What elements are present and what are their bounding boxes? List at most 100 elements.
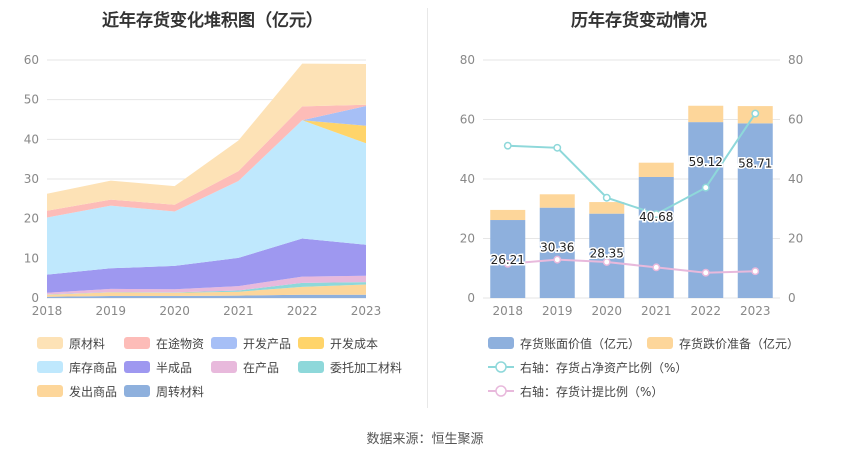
bar-impairment [539,194,575,208]
bar-impairment [638,162,674,177]
data-source-note: 数据来源：恒生聚源 [366,432,484,447]
left-y-tick-label: 50 [24,93,39,107]
right-legend-swatch [647,337,673,349]
right-x-tick-label: 2019 [542,304,573,318]
bar-impairment [688,105,724,123]
left-legend-swatch [124,337,150,349]
line-inventory-to-net-assets [507,112,757,216]
right-y2-tick-label: 40 [788,172,803,186]
bar-value-label: 59.12 [689,155,723,169]
right-y-tick-label: 80 [460,53,475,67]
left-legend-swatch [37,385,63,397]
left-legend-swatch [298,361,324,373]
left-legend-label: 在产品 [243,361,279,375]
area-series-发出商品 [47,284,366,297]
point-inventory-to-net-assets [652,210,661,219]
left-chart-title: 近年存货变化堆积图（亿元） [102,11,323,31]
left-y-tick-label: 10 [24,251,39,265]
left-legend-swatch [211,361,237,373]
left-y-tick-label: 60 [24,53,39,67]
area-series-开发成本 [47,120,366,218]
right-x-tick-label: 2018 [492,304,523,318]
bar-book-value [638,176,674,298]
left-x-tick-label: 2020 [159,304,190,318]
right-x-tick-label: 2022 [690,304,721,318]
right-y2-tick-label: 20 [788,232,803,246]
left-legend-label: 开发成本 [330,336,378,351]
left-y-tick-label: 20 [24,212,39,226]
point-inventory-to-net-assets [503,141,512,150]
left-y-tick-label: 30 [24,172,39,186]
right-legend-label: 存货账面价值（亿元） [520,336,640,351]
left-x-tick-label: 2021 [223,304,254,318]
bar-book-value [490,220,526,298]
left-legend-swatch [124,361,150,373]
line-provision-ratio [507,258,756,274]
point-inventory-to-net-assets [602,193,611,202]
left-legend-swatch [37,337,63,349]
left-legend-swatch [37,361,63,373]
point-inventory-to-net-assets [553,143,562,152]
right-y-tick-label: 40 [460,172,475,186]
right-legend-label: 右轴：存货计提比例（%） [520,384,663,399]
left-legend-label: 发出商品 [69,384,117,399]
left-legend-label: 委托加工材料 [330,361,402,375]
area-series-委托加工材料 [47,282,366,295]
point-provision-ratio [503,259,512,268]
right-legend-swatch [488,337,514,349]
bar-value-label: 28.35 [590,247,624,261]
right-y2-tick-label: 60 [788,113,803,127]
left-legend-swatch [298,337,324,349]
right-legend-label: 存货跌价准备（亿元） [679,336,799,351]
left-legend-label: 原材料 [69,337,105,351]
area-series-开发产品 [47,106,366,218]
panel-divider [427,8,428,408]
left-x-tick-label: 2023 [351,304,382,318]
area-series-原材料 [47,63,366,211]
point-provision-ratio [553,255,562,264]
area-series-在产品 [47,275,366,295]
left-x-tick-label: 2022 [287,304,318,318]
bar-value-label: 26.21 [491,253,525,267]
bar-value-label: 40.68 [639,210,673,224]
bar-impairment [589,202,625,214]
right-y-tick-label: 60 [460,113,475,127]
point-inventory-to-net-assets [751,109,760,118]
right-legend-marker [495,385,507,397]
left-legend-label: 库存商品 [69,360,117,375]
left-legend-swatch [211,337,237,349]
bar-value-label: 30.36 [540,241,574,255]
right-legend-label: 右轴：存货占净资产比例（%） [520,360,687,375]
right-chart-title: 历年存货变动情况 [571,11,707,31]
right-x-tick-label: 2021 [641,304,672,318]
area-series-半成品 [47,238,366,293]
right-y2-tick-label: 0 [788,291,796,305]
right-y-tick-label: 0 [467,291,475,305]
left-y-tick-label: 0 [31,291,39,305]
area-series-库存商品 [47,120,366,275]
point-provision-ratio [701,268,710,277]
left-legend-label: 半成品 [156,361,192,375]
bar-value-label: 58.71 [738,156,772,170]
point-provision-ratio [751,267,760,276]
point-provision-ratio [652,263,661,272]
bar-impairment [490,209,526,221]
area-series-周转材料 [47,294,366,298]
point-inventory-to-net-assets [701,183,710,192]
left-legend-swatch [124,385,150,397]
bar-book-value [688,122,724,298]
left-legend-label: 周转材料 [156,384,204,399]
right-legend-marker [495,361,507,373]
left-y-tick-label: 40 [24,132,39,146]
area-series-在途物资 [47,104,366,218]
left-x-tick-label: 2019 [96,304,127,318]
right-x-tick-label: 2020 [591,304,622,318]
left-legend-label: 开发产品 [243,336,291,351]
point-provision-ratio [602,258,611,266]
left-legend-label: 在途物资 [156,336,204,351]
bar-book-value [589,213,625,298]
right-y-tick-label: 20 [460,232,475,246]
left-x-tick-label: 2018 [32,304,63,318]
right-x-tick-label: 2023 [740,304,771,318]
